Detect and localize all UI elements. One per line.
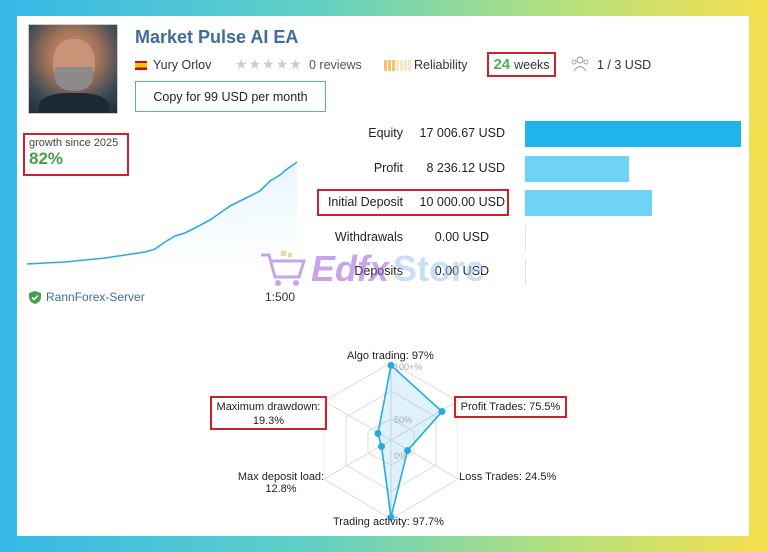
stat-label-equity: Equity — [368, 126, 403, 140]
weeks-number: 24 — [493, 56, 511, 73]
server-name[interactable]: RannForex-Server — [46, 290, 145, 304]
stat-value-deposits: 0.00 USD — [434, 264, 489, 278]
radar-label-max-drawdown: Maximum drawdown: 19.3% — [210, 396, 327, 430]
growth-label: growth since 2025 — [29, 137, 119, 149]
reviews-link[interactable]: 0 reviews — [309, 58, 362, 72]
weeks-badge: 24 weeks — [487, 52, 556, 77]
bar-profit — [525, 156, 629, 182]
avatar-shirt — [39, 93, 109, 113]
radar-point-loss-trades[interactable] — [404, 447, 412, 455]
avatar[interactable] — [28, 24, 118, 114]
subscribers-icon — [571, 56, 589, 72]
radar-label-max-deposit-load-value: 12.8% — [265, 483, 297, 495]
stat-value-initial-deposit: 10 000.00 USD — [419, 195, 505, 209]
radar-point-trading-activity[interactable] — [387, 513, 395, 521]
radar-label-trading-activity: Trading activity: 97.7% — [333, 516, 444, 528]
server-info[interactable]: RannForex-Server — [29, 290, 145, 304]
stat-label-deposits: Deposits — [354, 264, 403, 278]
watermark-logo: Edfx Store — [259, 248, 485, 290]
growth-line — [26, 161, 298, 265]
bar-equity — [525, 121, 741, 147]
stat-value-withdrawals: 0.00 USD — [434, 230, 489, 244]
watermark-text-edfx: Edfx — [311, 248, 390, 289]
radar-label-max-drawdown-title: Maximum drawdown: — [216, 401, 321, 413]
radar-point-max-deposit-load[interactable] — [378, 442, 386, 450]
avatar-beard — [55, 67, 93, 91]
radar-label-profit-trades: Profit Trades: 75.5% — [454, 396, 567, 418]
signal-title[interactable]: Market Pulse AI EA — [135, 27, 299, 47]
bar-withdrawals — [525, 225, 526, 251]
radar-point-max-drawdown[interactable] — [374, 429, 382, 437]
author-name[interactable]: Yury Orlov — [153, 58, 212, 72]
radar-chart[interactable]: 100+% 50% 0% — [324, 359, 458, 525]
radar-tick-50: 50% — [394, 415, 412, 425]
radar-label-algo-trading: Algo trading: 97% — [347, 350, 434, 362]
stat-label-withdrawals: Withdrawals — [334, 230, 403, 244]
reliability-label: Reliability — [414, 58, 468, 72]
subscription-price: 1 / 3 USD — [597, 58, 652, 72]
radar-tick-100: 100+% — [394, 362, 422, 372]
spain-flag-icon — [135, 60, 147, 70]
leverage-value: 1:500 — [265, 290, 296, 304]
growth-area — [27, 162, 297, 271]
copy-subscribe-button[interactable]: Copy for 99 USD per month — [135, 81, 326, 112]
growth-value: 82% — [29, 149, 64, 168]
shopping-cart-icon — [261, 251, 307, 286]
initial-deposit-highlight — [317, 189, 509, 216]
stat-label-initial-deposit: Initial Deposit — [327, 195, 403, 209]
radar-label-max-drawdown-value: 19.3% — [252, 415, 285, 427]
growth-highlight: growth since 2025 82% — [23, 133, 129, 176]
radar-label-max-deposit-load: Max deposit load: 12.8% — [234, 471, 328, 495]
radar-point-profit-trades[interactable] — [438, 408, 446, 416]
radar-tick-0: 0% — [394, 451, 407, 461]
signal-card: Market Pulse AI EA Yury Orlov ★★★★★ 0 re… — [17, 16, 749, 536]
bar-initial-deposit — [525, 190, 652, 216]
bar-deposits — [525, 259, 526, 285]
weeks-unit: weeks — [514, 57, 550, 72]
growth-chart[interactable] — [25, 156, 300, 271]
radar-label-max-deposit-load-title: Max deposit load: — [237, 471, 325, 483]
radar-point-algo-trading[interactable] — [387, 361, 395, 369]
author-row[interactable]: Yury Orlov — [135, 56, 211, 74]
watermark-text-store: Store — [393, 248, 486, 289]
stat-value-equity: 17 006.67 USD — [419, 126, 505, 140]
stat-label-profit: Profit — [373, 161, 403, 175]
stat-value-profit: 8 236.12 USD — [426, 161, 505, 175]
rating-stars-icon: ★★★★★ — [235, 56, 303, 72]
reliability-icon — [384, 60, 411, 71]
radar-label-loss-trades: Loss Trades: 24.5% — [459, 471, 557, 483]
verified-shield-icon — [29, 290, 41, 304]
